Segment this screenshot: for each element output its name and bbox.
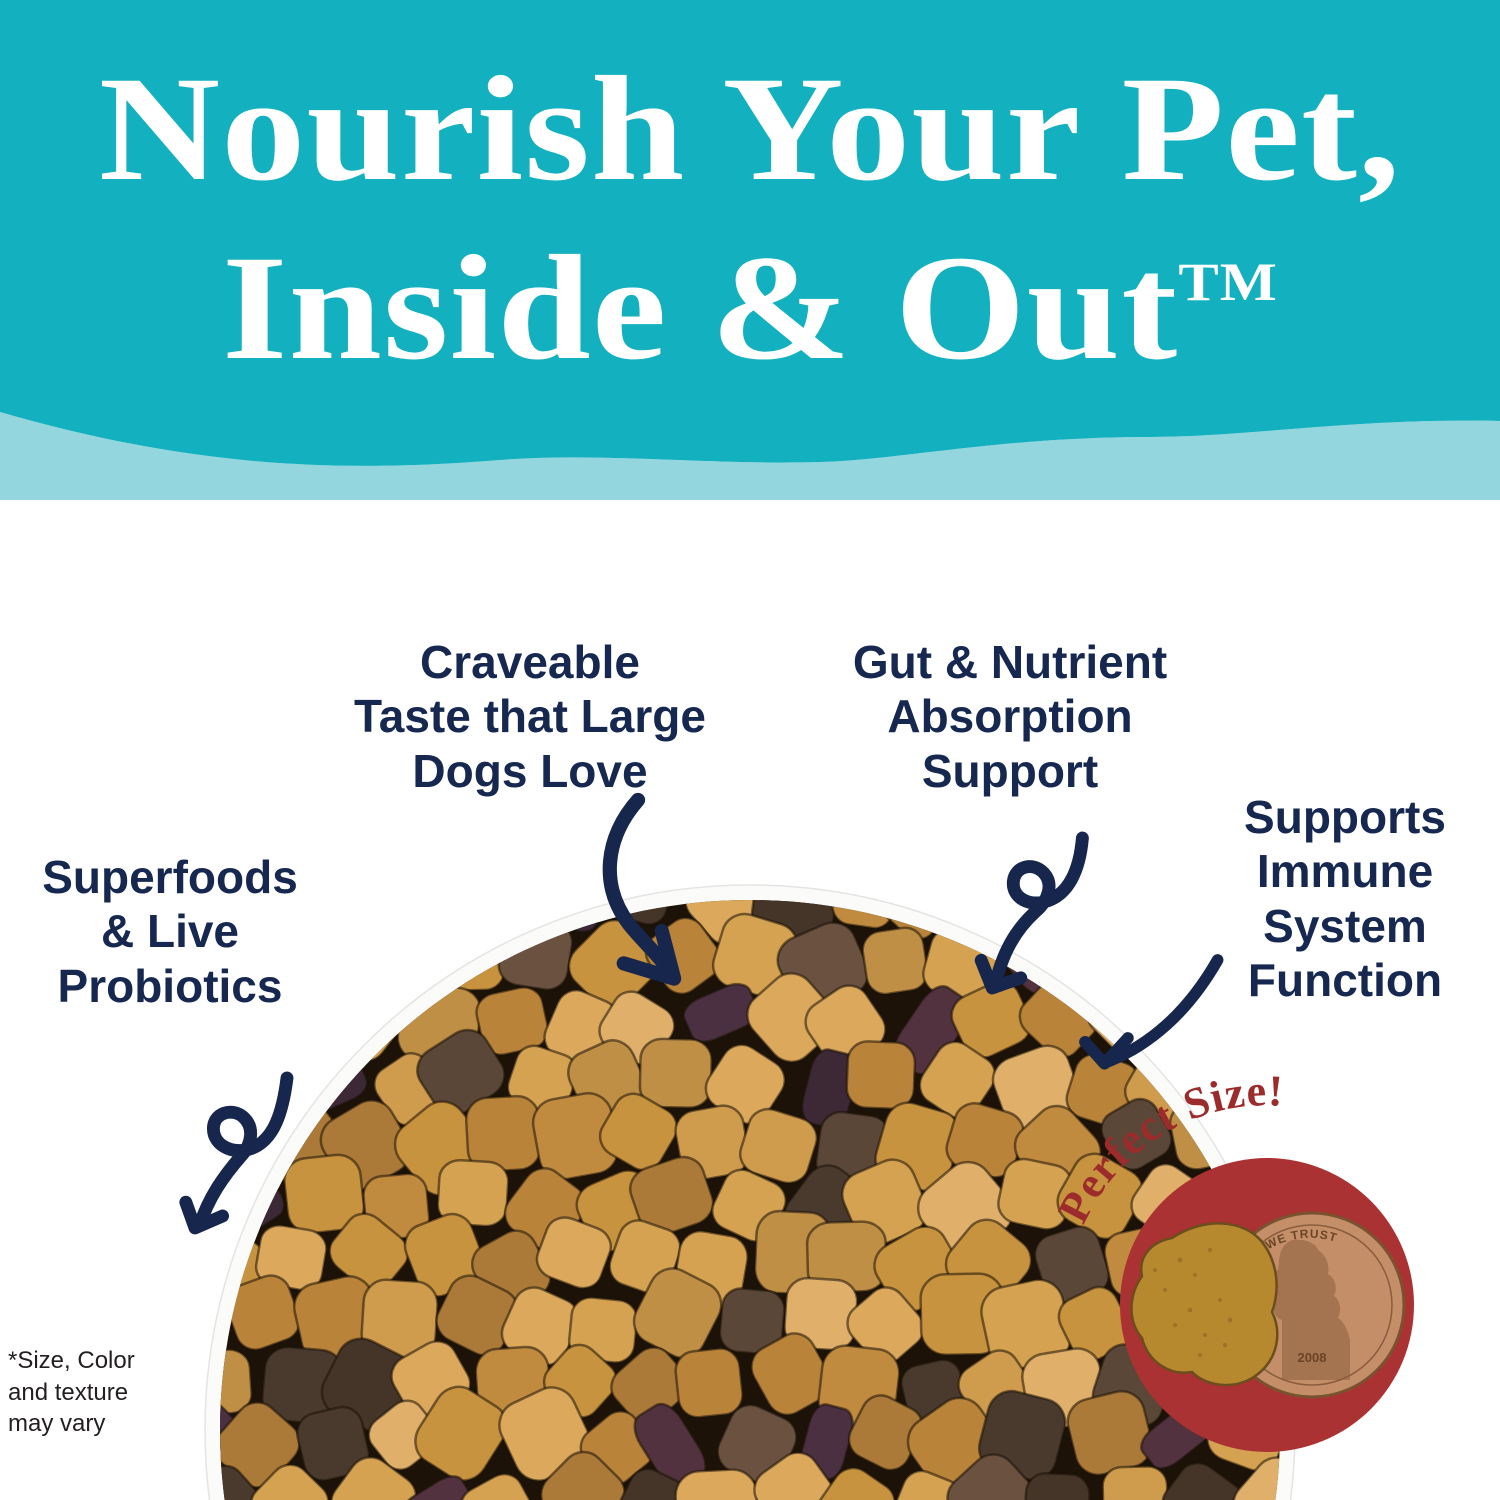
svg-text:Perfect Size!: Perfect Size!	[1048, 1066, 1285, 1230]
